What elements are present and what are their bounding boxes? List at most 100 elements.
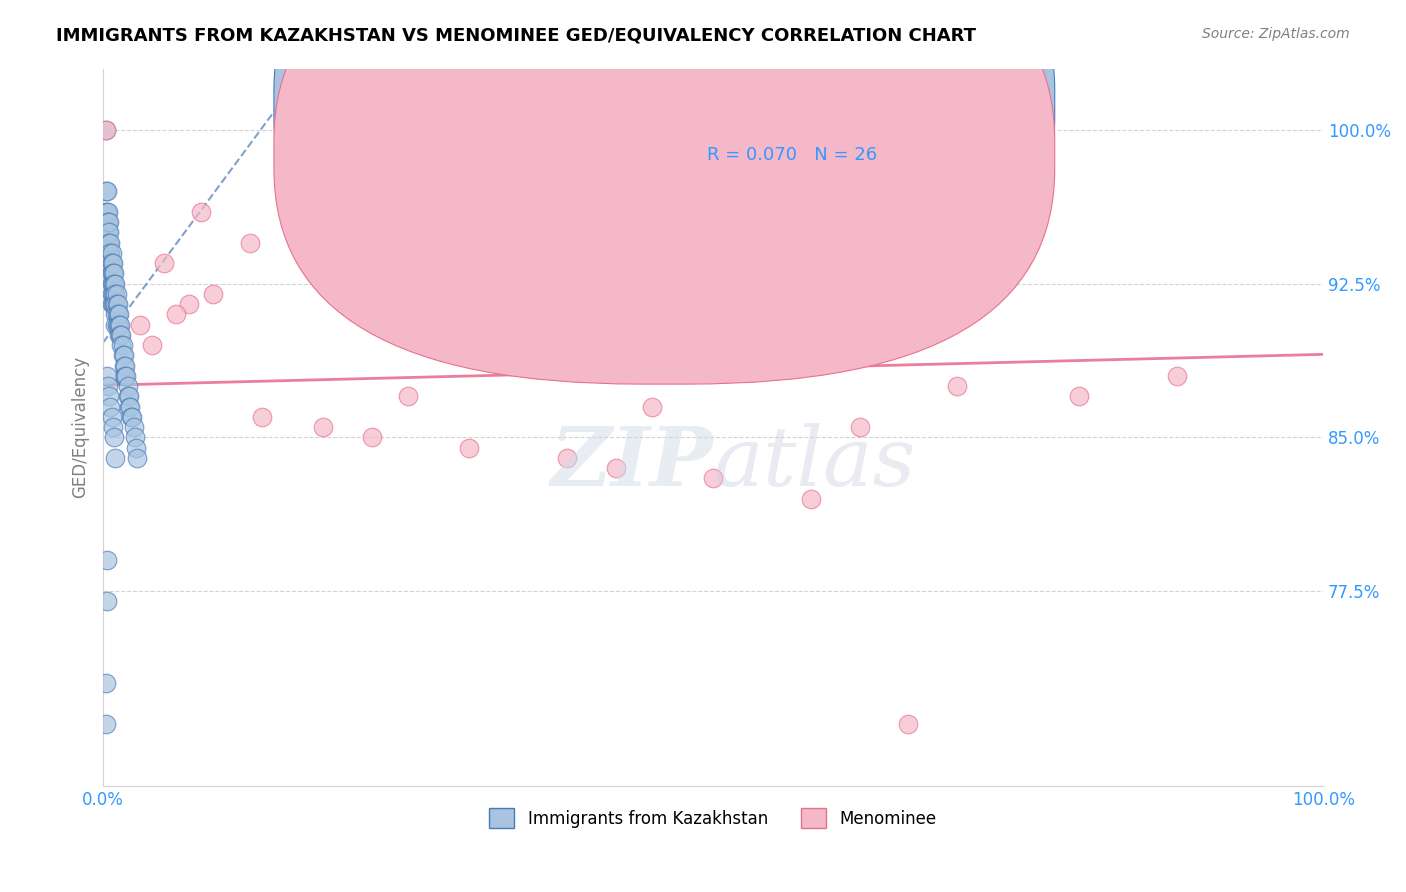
Point [360,430,382,444]
FancyBboxPatch shape [616,83,1031,198]
Point [555,450,578,465]
Point [100,235,122,250]
Point [98,235,121,250]
Point [94,123,117,137]
Point [519,205,541,219]
Point [100,246,122,260]
Point [396,389,419,403]
Point [702,471,724,485]
FancyBboxPatch shape [274,0,1054,384]
Point [97,267,120,281]
Point [1166,368,1188,383]
Point [98,246,121,260]
Point [110,338,132,352]
Point [100,287,122,301]
Point [115,368,138,383]
Point [97,235,120,250]
Point [104,277,127,291]
Point [98,389,121,403]
Point [107,297,129,311]
Point [111,338,134,352]
Point [96,205,118,219]
Text: Source: ZipAtlas.com: Source: ZipAtlas.com [1202,27,1350,41]
Point [100,246,122,260]
Point [100,409,122,424]
Point [105,297,128,311]
Text: atlas: atlas [713,423,915,503]
Point [97,256,120,270]
Point [141,338,163,352]
Point [100,256,122,270]
Point [97,226,120,240]
Point [104,318,127,332]
Point [108,308,131,322]
Point [100,256,122,270]
Point [101,267,124,281]
Point [946,379,969,393]
Point [190,205,212,219]
Point [112,368,135,383]
Point [122,420,145,434]
Point [94,205,117,219]
Point [177,297,200,311]
Point [100,270,122,285]
Point [103,287,125,301]
Point [96,226,118,240]
Point [94,123,117,137]
Point [97,215,120,229]
Point [458,441,481,455]
Point [153,256,176,270]
Point [117,379,139,393]
Point [118,400,141,414]
Point [100,267,122,281]
Point [111,348,134,362]
Text: IMMIGRANTS FROM KAZAKHSTAN VS MENOMINEE GED/EQUIVALENCY CORRELATION CHART: IMMIGRANTS FROM KAZAKHSTAN VS MENOMINEE … [56,27,976,45]
Point [96,553,118,567]
Point [800,491,823,506]
Point [108,318,131,332]
Point [94,717,117,731]
Point [124,430,146,444]
Point [118,389,141,403]
Point [96,368,118,383]
Point [97,246,120,260]
Point [100,277,122,291]
Point [97,205,120,219]
Point [848,420,870,434]
Point [605,461,627,475]
Point [165,308,187,322]
Y-axis label: GED/Equivalency: GED/Equivalency [72,356,89,499]
Point [110,327,132,342]
Point [312,420,335,434]
Point [112,348,135,362]
Point [105,287,128,301]
Point [97,379,120,393]
Point [107,308,129,322]
Point [238,235,260,250]
Point [105,308,128,322]
Point [96,235,118,250]
Point [201,287,224,301]
Point [105,318,128,332]
Text: R = 0.112   N = 92: R = 0.112 N = 92 [707,95,877,113]
Point [125,441,148,455]
Point [108,318,131,332]
Point [101,420,124,434]
Point [96,215,118,229]
Point [101,297,124,311]
Point [108,327,131,342]
Point [101,256,124,270]
Point [127,450,149,465]
Point [98,256,121,270]
Point [98,226,121,240]
Point [114,368,136,383]
Point [103,277,125,291]
Point [98,215,121,229]
Point [103,267,125,281]
Point [104,450,127,465]
Point [101,287,124,301]
Point [128,318,150,332]
Point [121,409,143,424]
Point [104,297,127,311]
Point [98,267,121,281]
